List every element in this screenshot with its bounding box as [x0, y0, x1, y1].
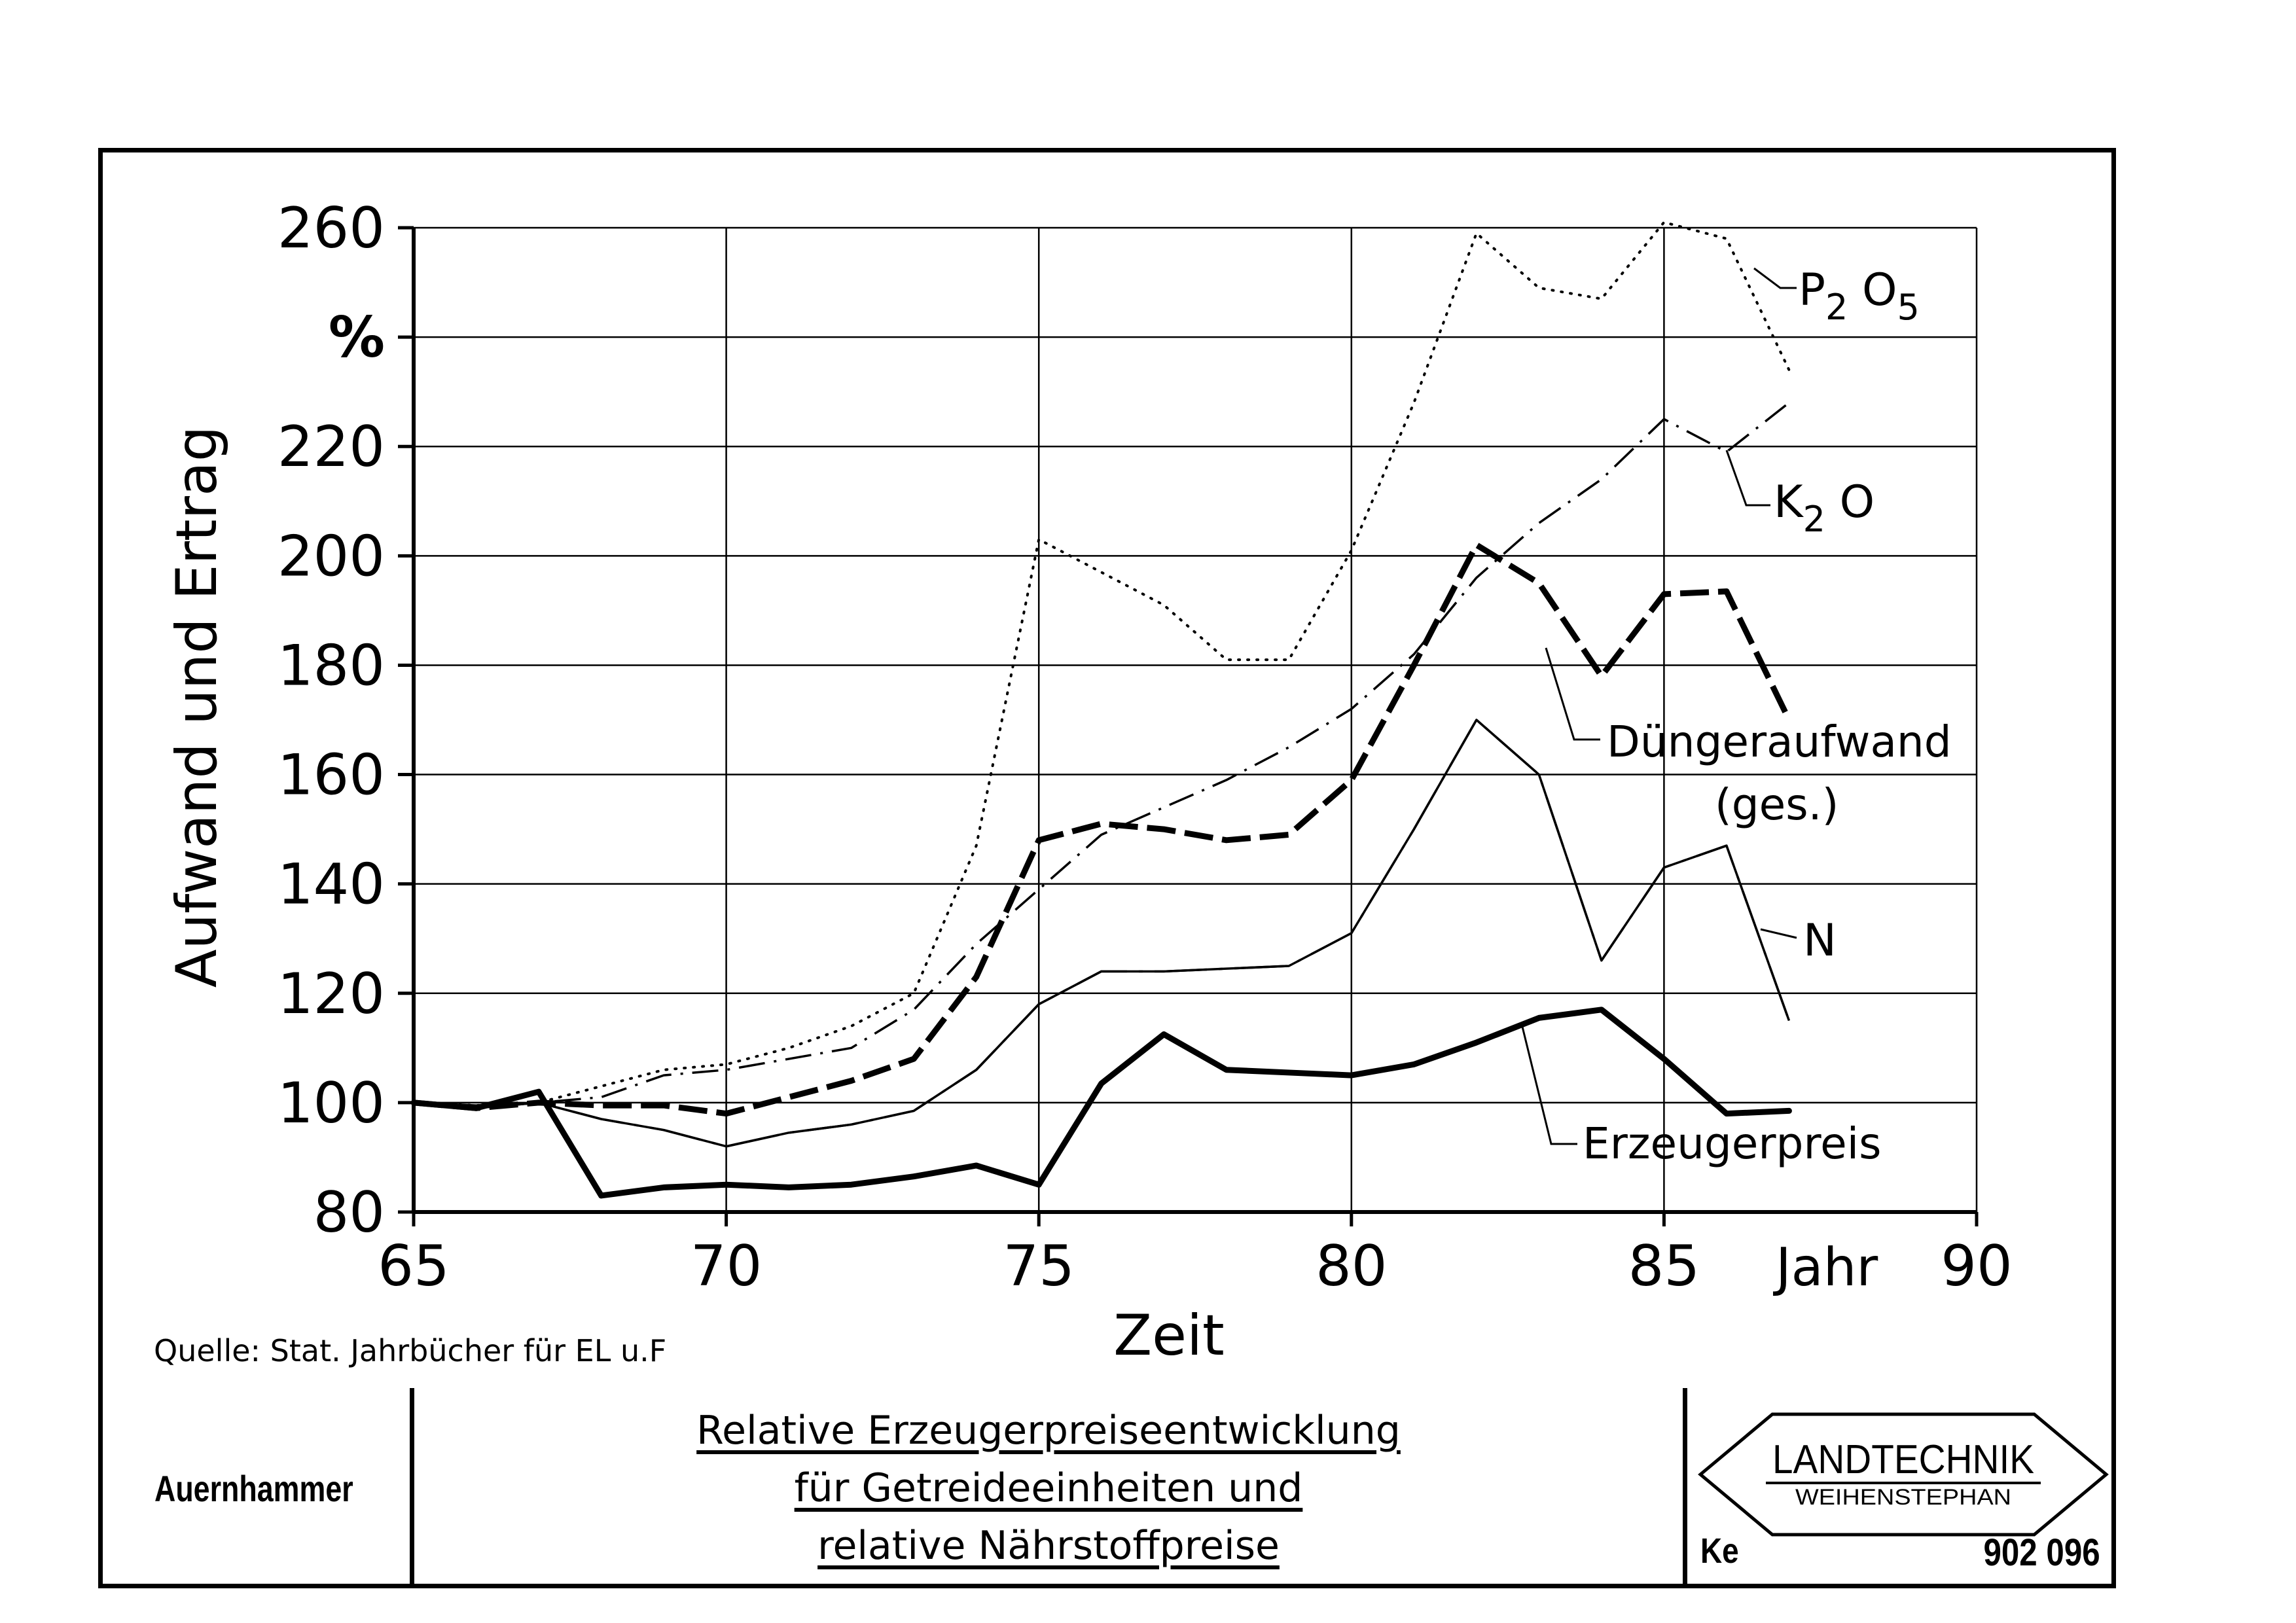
drawing-frame [98, 148, 2116, 1588]
x-tick-label-90: 90 [1941, 1234, 2012, 1299]
y-tick-label-80: 80 [314, 1180, 385, 1245]
leader-line-k2o [1725, 450, 1770, 507]
y-axis-title: Aufwand und Ertrag [164, 426, 230, 988]
initials: Ke [1700, 1531, 1739, 1571]
title-block: Auernhammer Relative Erzeugerpreiseentwi… [98, 1388, 2116, 1588]
y-tick-label-260: 260 [278, 196, 385, 261]
logo-sub-text: WEIHENSTEPHAN [1795, 1485, 2011, 1510]
doc-number: 902 096 [1983, 1531, 2100, 1574]
x-tick-label-85: 85 [1628, 1234, 1700, 1299]
x-tick-label-75: 75 [1003, 1234, 1074, 1299]
source-note: Quelle: Stat. Jahrbücher für EL u.F [154, 1333, 666, 1368]
series-layer [410, 221, 1792, 1199]
series-label-duenger-line2: (ges.) [1715, 779, 1839, 830]
series-line-duenger [413, 542, 1792, 1117]
x-tick-label-70: 70 [691, 1234, 762, 1299]
y-tick-label-120: 120 [278, 961, 385, 1027]
x-unit-label: Jahr [1772, 1237, 1878, 1298]
title-cell: Relative Erzeugerpreiseentwicklung für G… [414, 1388, 1687, 1588]
grid [398, 226, 1979, 1226]
author-name: Auernhammer [154, 1467, 353, 1509]
series-line-n [413, 719, 1791, 1148]
labels-layer: 80 100 120 140 160 180 200 220% 260 65 70 75 80 85 90 J… [154, 196, 2013, 1368]
y-tick-label-200: 200 [278, 524, 385, 589]
title-line-1: Relative Erzeugerpreiseentwicklung [696, 1408, 1401, 1454]
title-line-3: relative Nährstoffpreise [817, 1523, 1280, 1569]
series-line-p2o5 [412, 221, 1791, 1107]
leader-line-erzeuger [1520, 1024, 1577, 1145]
x-tick-label-80: 80 [1316, 1234, 1387, 1299]
series-line-erzeuger [410, 1007, 1792, 1199]
landtechnik-logo: LANDTECHNIK WEIHENSTEPHAN [1698, 1412, 2109, 1537]
y-tick-label-180: 180 [278, 633, 385, 698]
y-tick-label-140: 140 [278, 852, 385, 918]
line-chart: 80 100 120 140 160 180 200 220% 260 65 70 75 80 85 90 J… [154, 196, 2013, 1368]
y-tick-label-160: 160 [278, 743, 385, 808]
logo-cell: LANDTECHNIK WEIHENSTEPHAN Ke 902 096 [1687, 1388, 2116, 1588]
x-axis-title: Zeit [1113, 1303, 1224, 1368]
series-label-duenger-line1: Düngeraufwand [1607, 717, 1952, 767]
y-tick-label-220: 220 [278, 414, 385, 480]
leader-line-p2o5 [1753, 267, 1797, 289]
leader-line-duenger [1545, 647, 1600, 741]
series-label-k2o: K2 O [1774, 476, 1874, 540]
logo-main-text: LANDTECHNIK [1772, 1437, 2034, 1482]
y-unit-label: % [329, 305, 385, 370]
x-tick-label-65: 65 [378, 1234, 449, 1299]
leader-line-n [1760, 928, 1797, 939]
series-label-erzeuger: Erzeugerpreis [1583, 1118, 1881, 1169]
series-label-n: N [1803, 915, 1837, 967]
author-cell: Auernhammer [98, 1388, 414, 1588]
series-line-k2o [413, 402, 1790, 1107]
series-label-p2o5: P2 O5 [1799, 264, 1920, 328]
y-tick-label-100: 100 [278, 1071, 385, 1136]
title-line-2: für Getreideeinheiten und [794, 1465, 1303, 1511]
